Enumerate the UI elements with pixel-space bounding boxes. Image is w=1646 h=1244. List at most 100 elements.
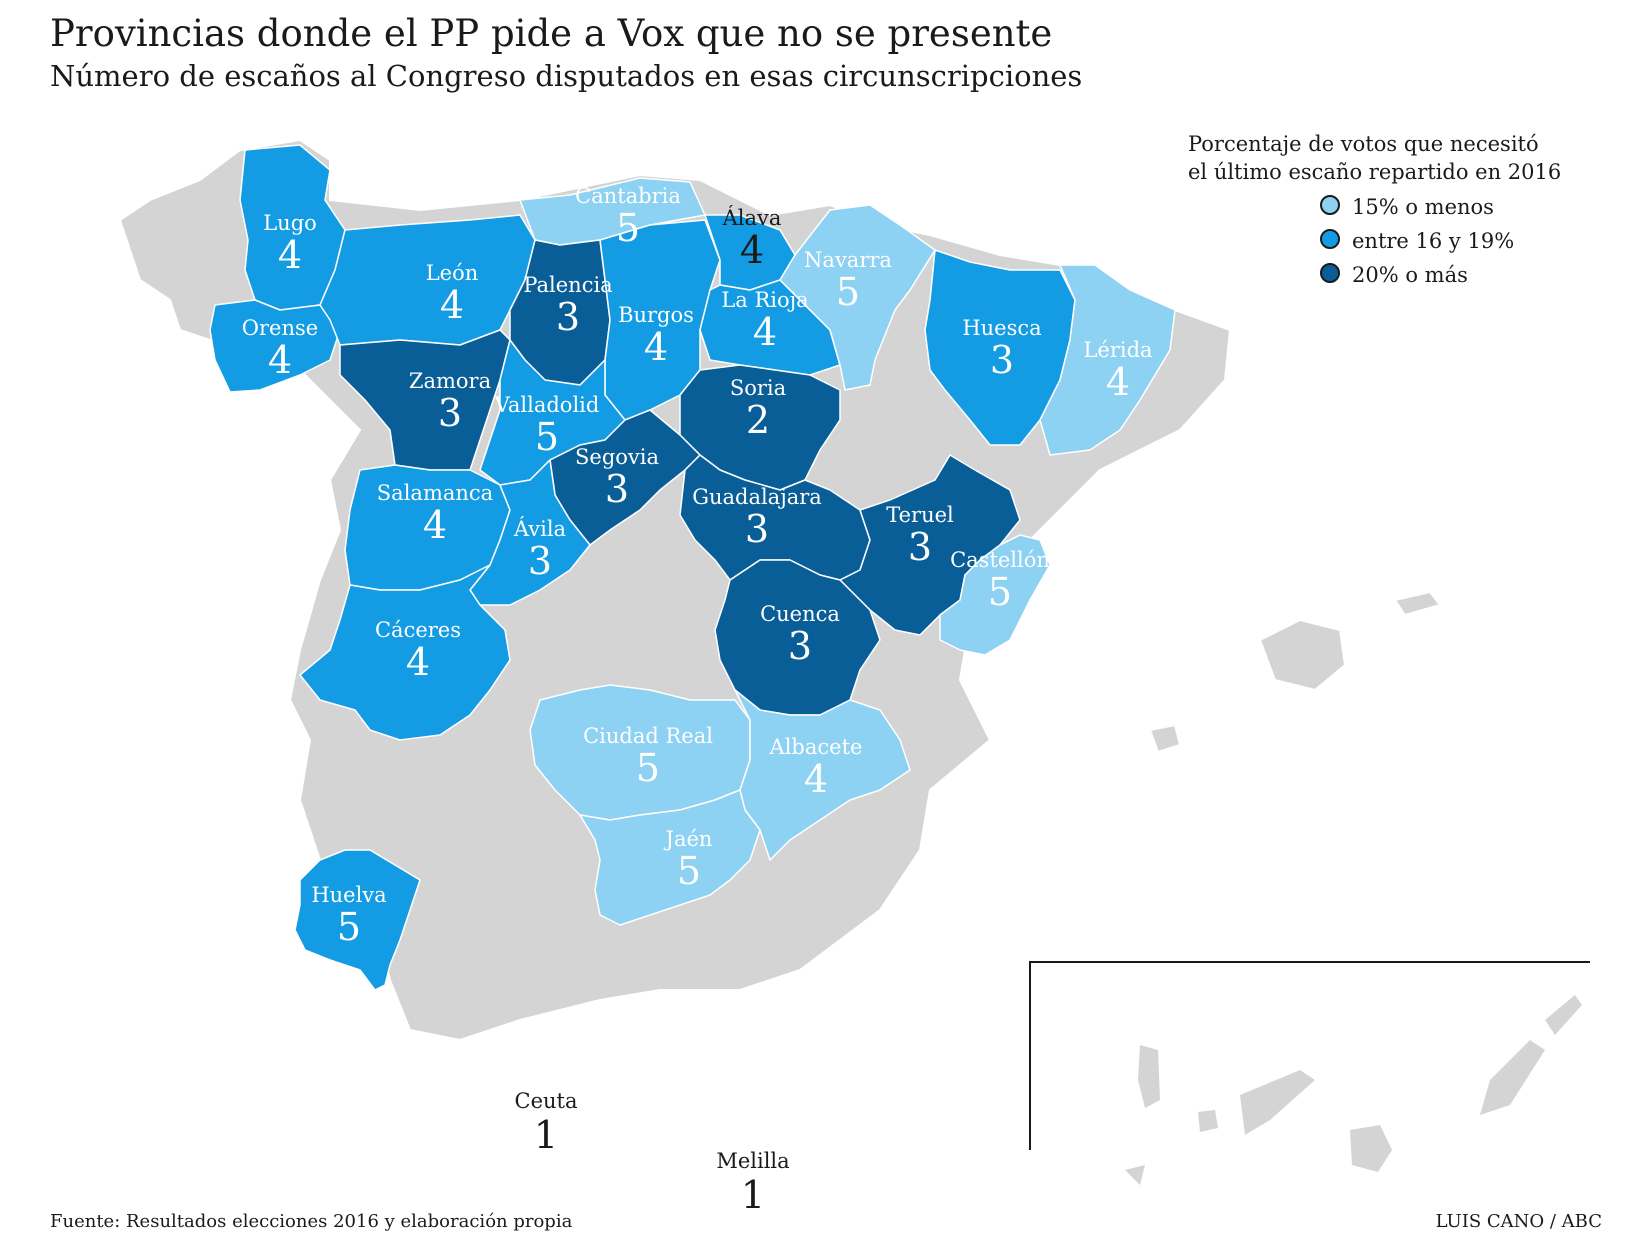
province-seats-segovia: 3 [605, 467, 629, 511]
map-title: Provincias donde el PP pide a Vox que no… [50, 12, 1053, 55]
island-la-palma [1138, 1045, 1160, 1108]
canary-islands-inset [1029, 961, 1590, 1185]
province-seats-albacete: 4 [804, 757, 828, 801]
province-name-ciudad-real: Ciudad Real [583, 724, 713, 748]
province-name-palencia: Palencia [523, 273, 612, 297]
island-hierro [1125, 1165, 1145, 1185]
province-name-cantabria: Cantabria [575, 184, 681, 208]
map-subtitle: Número de escaños al Congreso disputados… [50, 59, 1083, 93]
balearic-menorca [1394, 591, 1441, 616]
province-name-alava: Álava [722, 206, 782, 230]
province-seats-cantabria: 5 [616, 206, 640, 250]
province-seats-teruel: 3 [908, 525, 932, 569]
province-seats-castellon: 5 [988, 570, 1012, 614]
province-seats-lerida: 4 [1106, 360, 1130, 404]
balearic-mallorca [1259, 619, 1346, 691]
province-name-jaen: Jaén [664, 827, 713, 851]
province-shape-lerida [1039, 264, 1176, 456]
province-name-salamanca: Salamanca [377, 481, 493, 505]
province-seats-caceres: 4 [406, 640, 430, 684]
island-fuerteventura [1480, 1040, 1545, 1115]
legend-title: Porcentaje de votos que necesitó el últi… [1188, 130, 1561, 186]
province-name-huesca: Huesca [962, 316, 1041, 340]
province-name-lugo: Lugo [263, 211, 317, 235]
province-seats-valladolid: 5 [535, 415, 559, 459]
province-seats-palencia: 3 [556, 295, 580, 339]
province-name-leon: León [426, 261, 479, 285]
province-seats-guadalajara: 3 [745, 507, 769, 551]
province-seats-jaen: 5 [677, 849, 701, 893]
province-shape-orense [209, 299, 341, 393]
melilla-seats: 1 [741, 1173, 765, 1217]
province-seats-avila: 3 [528, 539, 552, 583]
inset-frame [1029, 961, 1590, 1150]
province-name-soria: Soria [730, 376, 786, 400]
province-shape-huelva [294, 849, 421, 991]
province-name-segovia: Segovia [575, 445, 659, 469]
province-seats-salamanca: 4 [423, 503, 447, 547]
legend-label-mid: entre 16 y 19% [1352, 229, 1515, 253]
province-shape-jaen [579, 789, 761, 926]
province-seats-zamora: 3 [438, 391, 462, 435]
island-gomera [1198, 1110, 1218, 1132]
legend-swatch-light [1320, 195, 1340, 215]
province-shapes [209, 144, 1176, 991]
province-seats-huesca: 3 [990, 338, 1014, 382]
province-name-valladolid: Valladolid [494, 393, 600, 417]
source-note: Fuente: Resultados elecciones 2016 y ela… [50, 1211, 573, 1232]
balearic-ibiza [1149, 724, 1181, 753]
melilla-label: Melilla 1 [716, 1149, 789, 1217]
province-name-caceres: Cáceres [375, 618, 461, 642]
province-name-orense: Orense [242, 316, 318, 340]
province-seats-lugo: 4 [278, 233, 302, 277]
island-gran-canaria [1350, 1125, 1392, 1172]
province-name-huelva: Huelva [311, 883, 386, 907]
province-seats-alava: 4 [740, 228, 764, 272]
province-name-guadalajara: Guadalajara [692, 485, 822, 509]
ceuta-name: Ceuta [515, 1089, 578, 1113]
province-name-cuenca: Cuenca [760, 602, 840, 626]
legend-swatch-mid [1320, 229, 1340, 249]
melilla-name: Melilla [716, 1149, 789, 1173]
province-name-albacete: Albacete [769, 735, 863, 759]
province-seats-orense: 4 [268, 338, 292, 382]
legend-label-dark: 20% o más [1352, 263, 1468, 287]
province-seats-huelva: 5 [337, 905, 361, 949]
legend-swatch-dark [1320, 263, 1340, 283]
province-seats-leon: 4 [440, 283, 464, 327]
legend-item-light: 15% o menos [1320, 194, 1494, 220]
province-name-lerida: Lérida [1083, 338, 1152, 362]
province-shape-navarra [779, 204, 936, 391]
province-seats-ciudad-real: 5 [636, 746, 660, 790]
province-seats-navarra: 5 [836, 270, 860, 314]
island-lanzarote [1545, 995, 1582, 1035]
province-shape-caceres [299, 564, 511, 741]
province-shape-zamora [339, 329, 511, 471]
province-seats-la-rioja: 4 [753, 310, 777, 354]
legend-item-dark: 20% o más [1320, 262, 1468, 288]
province-shape-huesca [924, 249, 1076, 446]
province-name-zamora: Zamora [409, 369, 491, 393]
province-shape-cuenca [714, 559, 881, 716]
